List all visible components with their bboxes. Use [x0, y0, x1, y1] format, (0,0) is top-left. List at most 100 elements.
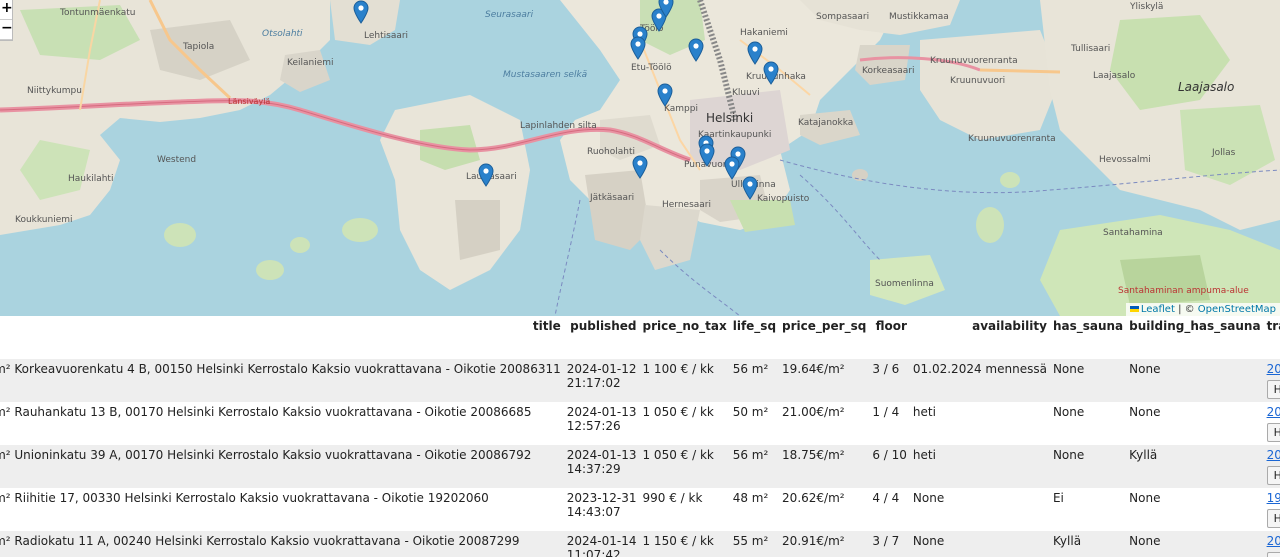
openstreetmap-link[interactable]: OpenStreetMap — [1197, 304, 1276, 315]
published-time: 14:37:29 — [566, 462, 621, 476]
map-label-laajasalo-district: Laajasalo — [1178, 80, 1235, 94]
table-header-row: title published price_no_tax life_sq price_p… — [0, 316, 1280, 336]
map-label-tapiola: Tapiola — [183, 42, 215, 52]
listing-link[interactable]: 20087299 — [1266, 534, 1280, 548]
map-marker-icon[interactable] — [353, 0, 369, 24]
cell-translate-url: 19202060 Hide — [1263, 488, 1280, 531]
map-label-westend: Westend — [157, 155, 197, 165]
cell-price-per-sq: 21.00€/m² — [779, 402, 870, 445]
map-marker-icon[interactable] — [632, 155, 648, 179]
map-label-jatkasaari: Jätkäsaari — [590, 193, 635, 203]
cell-floor: 4 / 4 — [869, 488, 910, 531]
cell-availability: heti — [909, 402, 1050, 445]
cell-published: 2024-01-12 21:17:02 — [563, 359, 640, 402]
cell-floor: 1 / 4 — [869, 402, 910, 445]
listings-table-container: title published price_no_tax life_sq price_p… — [0, 316, 1280, 557]
published-date: 2024-01-13 — [566, 405, 637, 419]
map-marker-icon[interactable] — [478, 163, 494, 187]
map-label-santahamina: Santahamina — [1103, 228, 1163, 238]
map-label-kaivopuisto: Kaivopuisto — [757, 194, 810, 204]
hide-button[interactable]: Hide — [1266, 466, 1280, 485]
listing-link[interactable]: 19202060 — [1266, 491, 1280, 505]
map-label-hevossalmi: Hevossalmi — [1099, 155, 1151, 165]
cell-building-has-sauna: None — [1126, 488, 1264, 531]
listing-link[interactable]: 20086792 — [1266, 448, 1280, 462]
cell-price-per-sq: 20.62€/m² — [779, 488, 870, 531]
cell-price: 1 150 € / kk — [639, 531, 730, 557]
cell-building-has-sauna: None — [1126, 359, 1264, 402]
table-row: 56 m² Korkeavuorenkatu 4 B, 00150 Helsin… — [0, 359, 1280, 402]
table-row: 50 m² Rauhankatu 13 B, 00170 Helsinki Ke… — [0, 402, 1280, 445]
cell-life-sq: 50 m² — [729, 402, 780, 445]
cell-title: 48 m² Riihitie 17, 00330 Helsinki Kerros… — [0, 488, 564, 531]
leaflet-link[interactable]: Leaflet — [1140, 304, 1175, 315]
cell-life-sq: 56 m² — [729, 359, 780, 402]
listing-link[interactable]: 20086685 — [1266, 405, 1280, 419]
column-header-availability: availability — [972, 319, 1047, 333]
map-attribution: Leaflet | © OpenStreetMap — [1125, 303, 1280, 316]
table-row: 55 m² Radiokatu 11 A, 00240 Helsinki Ker… — [0, 531, 1280, 557]
cell-building-has-sauna: None — [1126, 531, 1264, 557]
map-label-mustasaaren-selka: Mustasaaren selkä — [503, 70, 588, 80]
map-label-mustikkamaa: Mustikkamaa — [889, 12, 949, 22]
cell-price: 1 050 € / kk — [639, 402, 730, 445]
column-header-price-per-sq: price_per_sq — [782, 319, 867, 333]
table-row: 56 m² Unioninkatu 39 A, 00170 Helsinki K… — [0, 445, 1280, 488]
cell-price: 990 € / kk — [639, 488, 730, 531]
map-marker-icon[interactable] — [747, 41, 763, 65]
map-label-hernesaari: Hernesaari — [662, 200, 712, 210]
map-label-otsolahti: Otsolahti — [262, 29, 303, 39]
map-label-haukilahti: Haukilahti — [68, 174, 114, 184]
hide-button[interactable]: Hide — [1266, 552, 1280, 557]
cell-price: 1 050 € / kk — [639, 445, 730, 488]
map-marker-icon[interactable] — [742, 176, 758, 200]
ukraine-flag-icon — [1129, 306, 1139, 312]
cell-title: 55 m² Radiokatu 11 A, 00240 Helsinki Ker… — [0, 531, 564, 557]
cell-floor: 3 / 7 — [869, 531, 910, 557]
cell-availability: heti — [909, 445, 1050, 488]
cell-price: 1 100 € / kk — [639, 359, 730, 402]
cell-translate-url: 20087299 Hide — [1263, 531, 1280, 557]
map-marker-icon[interactable] — [630, 36, 646, 60]
table-row: 48 m² Riihitie 17, 00330 Helsinki Kerros… — [0, 488, 1280, 531]
map-label-tullisaari: Tullisaari — [1071, 44, 1111, 54]
cell-life-sq: 55 m² — [729, 531, 780, 557]
cell-building-has-sauna: Kyllä — [1126, 445, 1264, 488]
cell-title: 56 m² Korkeavuorenkatu 4 B, 00150 Helsin… — [0, 359, 564, 402]
map-label-kaartinkaupunki: Kaartinkaupunki — [698, 130, 772, 140]
cell-published: 2024-01-13 14:37:29 — [563, 445, 640, 488]
published-date: 2024-01-12 — [566, 362, 637, 376]
cell-published: 2023-12-31 14:43:07 — [563, 488, 640, 531]
map-marker-icon[interactable] — [658, 0, 674, 18]
column-header-floor: floor — [875, 319, 907, 333]
hide-button[interactable]: Hide — [1266, 380, 1280, 399]
map-label-yliskyla: Yliskylä — [1130, 2, 1164, 12]
zoom-in-button[interactable]: + — [0, 0, 13, 20]
map-label-tontunmaenkatu: Tontunmäen­katu — [60, 8, 136, 18]
cell-building-has-sauna: None — [1126, 402, 1264, 445]
map-marker-icon[interactable] — [763, 61, 779, 85]
cell-price-per-sq: 18.75€/m² — [779, 445, 870, 488]
listing-link[interactable]: 20086311 — [1266, 362, 1280, 376]
map-label-etu-toolo: Etu-Töölö — [631, 63, 672, 73]
map-label-ruoholahti: Ruoholahti — [587, 147, 636, 157]
column-header-price-no-tax: price_no_tax — [642, 319, 727, 333]
map-marker-icon[interactable] — [724, 156, 740, 180]
map-marker-icon[interactable] — [688, 38, 704, 62]
map-label-kruununhaka: Kruununhaka — [746, 72, 806, 82]
map-marker-icon[interactable] — [657, 83, 673, 107]
cell-has-sauna: None — [1049, 359, 1127, 402]
hide-button[interactable]: Hide — [1266, 423, 1280, 442]
hide-button[interactable]: Hide — [1266, 509, 1280, 528]
map[interactable]: Helsinki Lauttasaari Kamppi Punavuori Ul… — [0, 0, 1280, 316]
published-date: 2024-01-14 — [566, 534, 637, 548]
map-label-kruunuvuorenranta-s: Kruunuvuorenranta — [968, 134, 1056, 144]
attribution-separator: | © — [1174, 304, 1198, 315]
map-label-toolo: Töölö — [640, 24, 664, 34]
map-label-kruunuvuori: Kruunuvuori — [950, 76, 1006, 86]
zoom-out-button[interactable]: − — [0, 20, 13, 40]
map-label-niittykumpu: Niittykumpu — [27, 86, 82, 96]
map-marker-icon[interactable] — [651, 8, 667, 32]
map-marker-icon[interactable] — [699, 143, 715, 167]
column-header-life-sq: life_sq — [732, 319, 777, 333]
